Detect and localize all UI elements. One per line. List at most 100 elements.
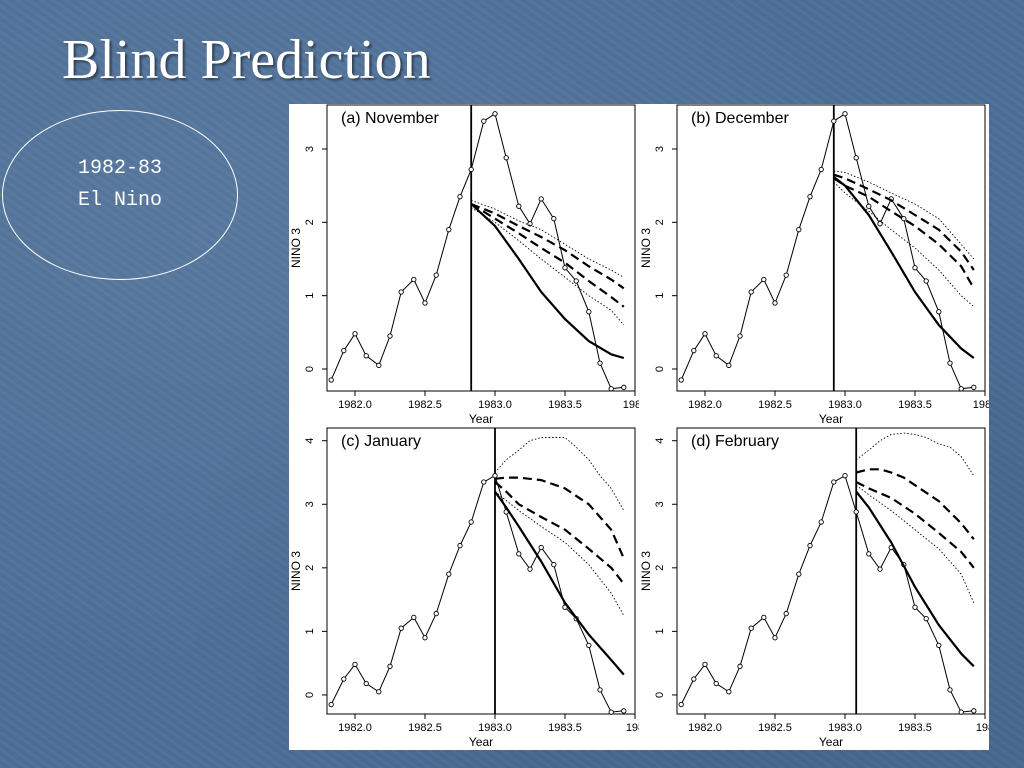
observed-point (796, 227, 802, 233)
series-spread-upper (471, 199, 625, 278)
observed-point (678, 377, 684, 383)
panel-february: 1982.0 1982.5 1983.0 1983.5 198 0 1 2 3 4 Year NINO… (639, 427, 989, 750)
x-axis-label: Year (819, 412, 843, 426)
observed-point (807, 542, 813, 549)
panel-title: (d) February (691, 433, 779, 450)
plot-frame (326, 427, 636, 715)
panel-title: (b) December (691, 110, 789, 127)
x-tick-label: 1982.0 (338, 722, 372, 734)
observed-point (597, 360, 603, 366)
observed-point (807, 194, 813, 200)
x-axis-label: Year (819, 735, 843, 749)
observed-point (586, 309, 592, 315)
observed-point (761, 614, 767, 621)
observed-point (457, 542, 463, 549)
x-tick-label: 198 (976, 722, 989, 734)
y-axis-label: NINO 3 (639, 551, 653, 591)
observed-point (818, 519, 824, 525)
observed-point (691, 348, 697, 354)
y-tick-label: 3 (304, 146, 316, 152)
observed-point (912, 265, 918, 271)
series-spread-lower (494, 491, 625, 616)
observed-point (328, 377, 334, 383)
y-tick-label: 1 (304, 293, 316, 299)
observed-point (901, 216, 907, 222)
observed-point (492, 473, 498, 479)
series-ensemble-mean-lower (855, 481, 975, 569)
panel-november: 1982.0 1982.5 1983.0 1983.5 1984 0 1 2 3 Year NINO… (289, 104, 639, 427)
observed-point (842, 473, 848, 479)
y-axis-label: NINO 3 (289, 551, 303, 591)
observed-point (818, 166, 824, 173)
series-ensemble-mean-lower (494, 481, 625, 585)
observed-point (468, 519, 474, 525)
observed-point (923, 616, 929, 622)
x-tick-label: 1984 (973, 399, 989, 411)
series-ensemble-mean-upper (470, 202, 625, 290)
x-tick-label: 1983.0 (828, 399, 862, 411)
observed-point (621, 708, 627, 714)
x-tick-label: 1983.5 (548, 722, 582, 734)
observed-point (737, 663, 743, 669)
observed-point (621, 384, 627, 390)
y-tick-label: 2 (304, 219, 316, 225)
series-forecast (855, 490, 975, 668)
observed-point (363, 353, 369, 359)
observed-point (748, 289, 754, 295)
series-spread-lower (855, 484, 975, 603)
observed-point (481, 479, 487, 485)
y-tick-label: 3 (654, 501, 666, 507)
observed-point (761, 276, 767, 283)
observed-point (947, 687, 953, 693)
series-observed (330, 474, 624, 713)
chart-november: 1982.0 1982.5 1983.0 1983.5 1984 0 1 2 3 Year NINO… (289, 104, 639, 426)
plot-frame (326, 104, 636, 392)
series-ensemble-mean-lower (470, 203, 625, 308)
observed-point (702, 661, 708, 668)
observed-point (947, 360, 953, 366)
observed-point (411, 276, 417, 283)
y-axis-label: NINO 3 (289, 228, 303, 268)
observed-point (831, 118, 837, 124)
observed-point (853, 155, 859, 161)
observed-point (796, 571, 802, 577)
observed-point (433, 610, 439, 617)
x-tick-label: 198 (626, 722, 639, 734)
observed-point (783, 272, 789, 278)
observed-point (352, 661, 358, 668)
observed-point (936, 642, 942, 649)
observed-point (923, 278, 929, 284)
observed-point (586, 642, 592, 649)
observed-point (877, 221, 883, 227)
y-tick-label: 4 (304, 438, 316, 444)
series-ensemble-mean-upper (494, 476, 625, 559)
observed-point (713, 680, 719, 687)
observed-point (748, 625, 754, 631)
panel-december: 1982.0 1982.5 1983.0 1983.5 1984 0 1 2 3 Year NINO… (639, 104, 989, 427)
series-spread-lower (470, 207, 625, 326)
observed-point (503, 155, 509, 161)
y-tick-label: 1 (654, 293, 666, 299)
observed-point (446, 227, 452, 233)
callout-year: 1982-83 (77, 157, 162, 180)
observed-point (831, 479, 837, 485)
x-tick-label: 1982.0 (338, 399, 372, 411)
observed-point (527, 566, 533, 572)
observed-point (783, 610, 789, 617)
observed-point (457, 194, 463, 200)
observed-point (492, 111, 498, 117)
series-observed (680, 112, 974, 390)
observed-point (772, 635, 778, 641)
observed-point (573, 278, 579, 284)
observed-point (691, 676, 697, 682)
observed-point (376, 362, 382, 368)
panel-title: (c) January (341, 433, 421, 450)
y-tick-label: 0 (654, 366, 666, 372)
x-tick-label: 1983.5 (898, 399, 932, 411)
x-tick-label: 1983.0 (478, 399, 512, 411)
y-tick-label: 1 (654, 628, 666, 634)
observed-point (912, 604, 918, 610)
observed-point (551, 216, 557, 222)
observed-point (446, 571, 452, 577)
observed-point (468, 166, 474, 173)
